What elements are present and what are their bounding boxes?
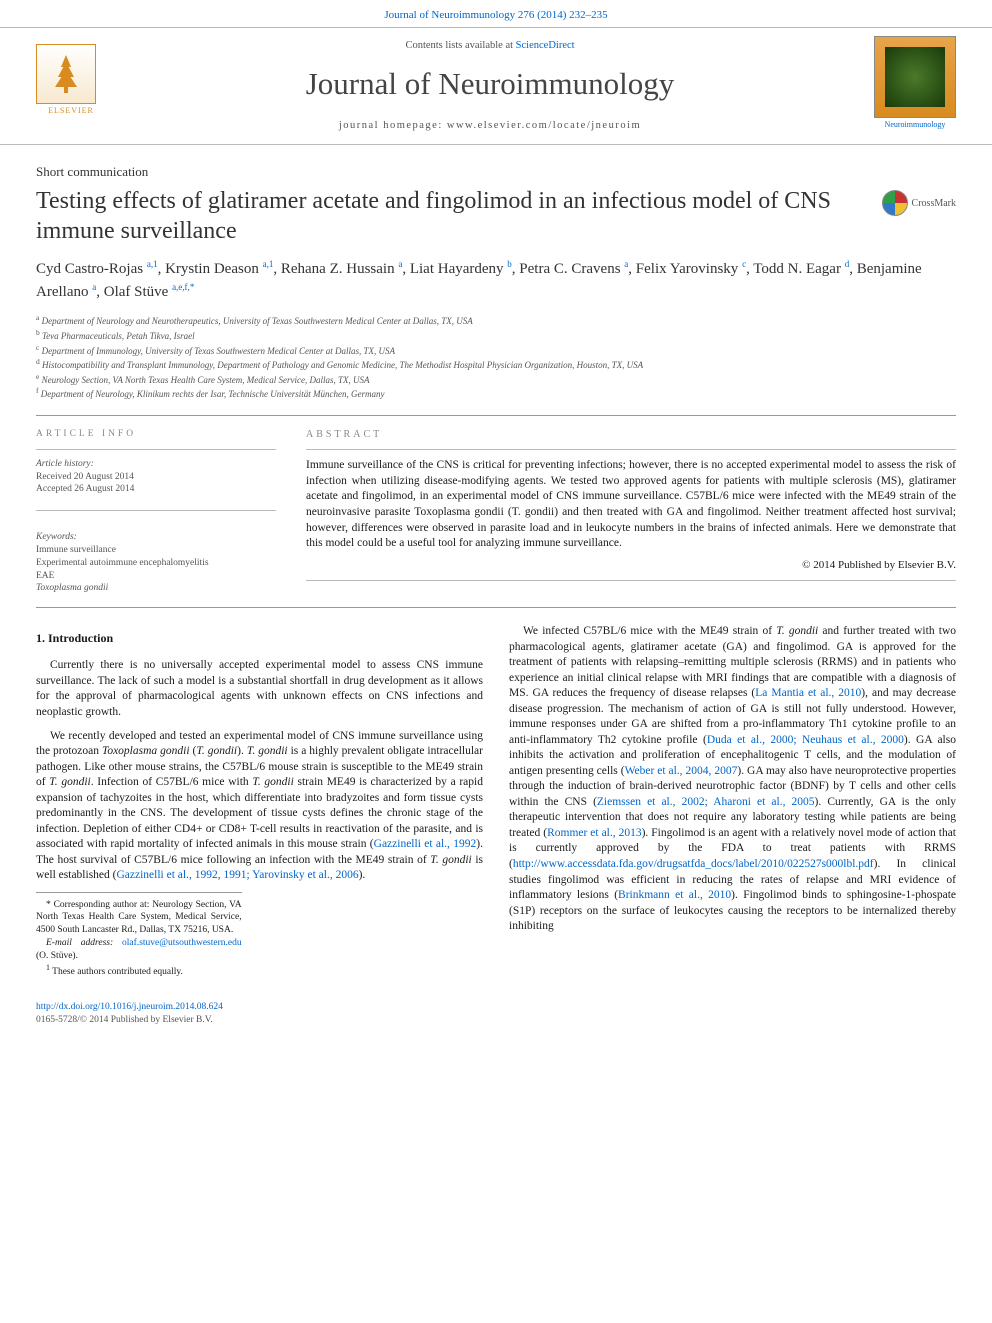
- affiliation: f Department of Neurology, Klinikum rech…: [36, 386, 956, 401]
- corresponding-author-note: * Corresponding author at: Neurology Sec…: [36, 899, 242, 937]
- author-email-link[interactable]: olaf.stuve@utsouthwestern.edu: [122, 938, 242, 948]
- crossmark-icon: [882, 190, 908, 216]
- paper-title: Testing effects of glatiramer acetate an…: [36, 186, 866, 246]
- author: , Olaf Stüve: [96, 284, 172, 300]
- header-center: Contents lists available at ScienceDirec…: [126, 39, 854, 133]
- abstract-block: ABSTRACT Immune surveillance of the CNS …: [306, 428, 956, 595]
- para-2: We recently developed and tested an expe…: [36, 729, 483, 884]
- affiliation: d Histocompatibility and Transplant Immu…: [36, 357, 956, 372]
- abstract-copyright: © 2014 Published by Elsevier B.V.: [306, 558, 956, 573]
- article-info-block: ARTICLE INFO Article history: Received 2…: [36, 428, 276, 595]
- author: , Krystin Deason: [158, 261, 263, 277]
- journal-header-band: ELSEVIER Contents lists available at Sci…: [0, 27, 992, 145]
- article-info-heading: ARTICLE INFO: [36, 428, 276, 441]
- author-affil-marker: a,1: [263, 259, 274, 269]
- article-body: 1. Introduction Currently there is no un…: [0, 614, 992, 988]
- title-row: Testing effects of glatiramer acetate an…: [0, 184, 992, 254]
- author: , Liat Hayardeny: [402, 261, 507, 277]
- elsevier-logo: ELSEVIER: [36, 44, 106, 128]
- citation-link[interactable]: Brinkmann et al., 2010: [618, 889, 731, 901]
- citation-link[interactable]: Weber et al., 2004, 2007: [625, 765, 738, 777]
- keyword: EAE: [36, 570, 276, 583]
- keyword: Immune surveillance: [36, 544, 276, 557]
- citation-link[interactable]: Ziemssen et al., 2002; Aharoni et al., 2…: [597, 796, 815, 808]
- divider: [36, 607, 956, 608]
- meta-row: ARTICLE INFO Article history: Received 2…: [0, 422, 992, 601]
- accepted-date: Accepted 26 August 2014: [36, 483, 276, 496]
- affiliation: a Department of Neurology and Neurothera…: [36, 313, 956, 328]
- corresponding-star: *: [190, 282, 195, 292]
- journal-title: Journal of Neuroimmunology: [126, 63, 854, 105]
- contents-line: Contents lists available at ScienceDirec…: [126, 39, 854, 53]
- author-affil-marker: a,1: [147, 259, 158, 269]
- elsevier-brand-text: ELSEVIER: [36, 106, 106, 117]
- elsevier-tree-icon: [36, 44, 96, 104]
- email-note: E-mail address: olaf.stuve@utsouthwester…: [36, 937, 242, 963]
- article-history-label: Article history:: [36, 458, 276, 471]
- keywords-list: Immune surveillanceExperimental autoimmu…: [36, 544, 276, 595]
- abstract-text: Immune surveillance of the CNS is critic…: [306, 458, 956, 551]
- journal-cover-image: [874, 36, 956, 118]
- sciencedirect-link[interactable]: ScienceDirect: [516, 40, 575, 51]
- crossmark-label: CrossMark: [912, 197, 956, 211]
- doi-link[interactable]: http://dx.doi.org/10.1016/j.jneuroim.201…: [36, 1002, 223, 1012]
- footnotes-block: * Corresponding author at: Neurology Sec…: [36, 892, 242, 979]
- journal-header-link: Journal of Neuroimmunology 276 (2014) 23…: [0, 0, 992, 27]
- journal-homepage: journal homepage: www.elsevier.com/locat…: [126, 119, 854, 133]
- section-heading-1: 1. Introduction: [36, 630, 483, 646]
- article-type: Short communication: [0, 145, 992, 185]
- citation-link[interactable]: La Mantia et al., 2010: [755, 687, 861, 699]
- keyword: Experimental autoimmune encephalomyeliti…: [36, 557, 276, 570]
- abstract-heading: ABSTRACT: [306, 428, 956, 442]
- journal-cover: Neuroimmunology: [874, 36, 956, 136]
- equal-contribution-note: 1 These authors contributed equally.: [36, 963, 242, 979]
- affiliation-list: a Department of Neurology and Neurothera…: [0, 311, 992, 409]
- author-affil-marker: a,e,f,: [172, 282, 190, 292]
- page-footer: http://dx.doi.org/10.1016/j.jneuroim.201…: [0, 989, 992, 1047]
- para-1: Currently there is no universally accept…: [36, 658, 483, 720]
- keyword: Toxoplasma gondii: [36, 582, 276, 595]
- citation-link[interactable]: Gazzinelli et al., 1992: [374, 838, 477, 850]
- journal-cover-caption: Neuroimmunology: [874, 120, 956, 131]
- issn-copyright: 0165-5728/© 2014 Published by Elsevier B…: [36, 1014, 956, 1027]
- crossmark-badge[interactable]: CrossMark: [882, 190, 956, 216]
- citation-link[interactable]: Gazzinelli et al., 1992, 1991; Yarovinsk…: [116, 869, 358, 881]
- author: , Felix Yarovinsky: [628, 261, 742, 277]
- citation-link[interactable]: Rommer et al., 2013: [547, 827, 642, 839]
- journal-citation-link[interactable]: Journal of Neuroimmunology 276 (2014) 23…: [384, 9, 607, 21]
- author: , Todd N. Eagar: [746, 261, 845, 277]
- para-3: We infected C57BL/6 mice with the ME49 s…: [509, 624, 956, 934]
- affiliation: e Neurology Section, VA North Texas Heal…: [36, 372, 956, 387]
- divider: [36, 415, 956, 416]
- received-date: Received 20 August 2014: [36, 471, 276, 484]
- citation-link[interactable]: http://www.accessdata.fda.gov/drugsatfda…: [513, 858, 874, 870]
- citation-link[interactable]: Duda et al., 2000; Neuhaus et al., 2000: [707, 734, 904, 746]
- author: , Petra C. Cravens: [512, 261, 624, 277]
- keywords-label: Keywords:: [36, 531, 276, 544]
- author: , Rehana Z. Hussain: [273, 261, 398, 277]
- author-list: Cyd Castro-Rojas a,1, Krystin Deason a,1…: [0, 254, 992, 311]
- affiliation: b Teva Pharmaceuticals, Petah Tikva, Isr…: [36, 328, 956, 343]
- affiliation: c Department of Immunology, University o…: [36, 343, 956, 358]
- author: Cyd Castro-Rojas: [36, 261, 147, 277]
